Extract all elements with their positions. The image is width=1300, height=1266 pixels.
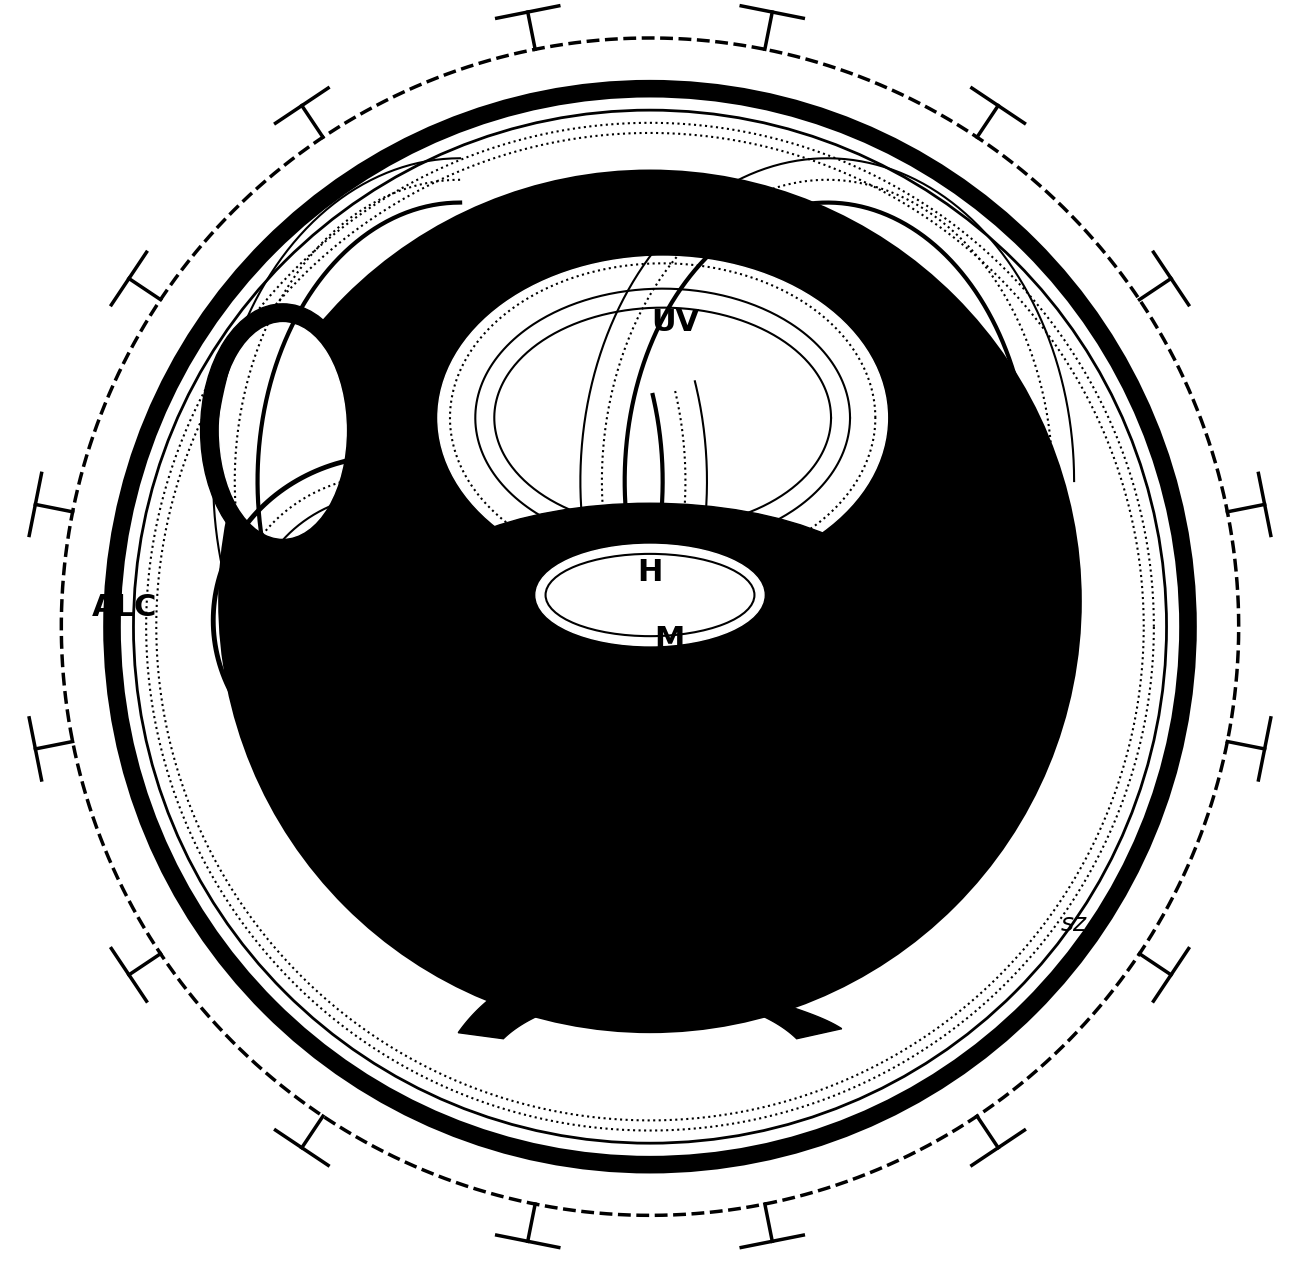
Text: sz: sz xyxy=(1061,913,1087,936)
Text: am: am xyxy=(997,637,1037,660)
Text: UV: UV xyxy=(651,309,699,337)
Text: ALC: ALC xyxy=(92,594,157,622)
Ellipse shape xyxy=(396,503,904,724)
Polygon shape xyxy=(458,963,842,1038)
Ellipse shape xyxy=(438,256,888,579)
Text: E: E xyxy=(640,727,660,755)
Circle shape xyxy=(121,97,1179,1156)
Ellipse shape xyxy=(200,304,365,557)
Ellipse shape xyxy=(422,241,904,595)
Text: al: al xyxy=(404,624,426,647)
Text: AC: AC xyxy=(627,847,673,875)
Circle shape xyxy=(220,171,1080,1032)
Circle shape xyxy=(264,215,1036,987)
Text: M: M xyxy=(654,625,684,653)
Ellipse shape xyxy=(220,323,346,538)
Circle shape xyxy=(105,82,1195,1171)
Ellipse shape xyxy=(536,544,764,646)
Text: H: H xyxy=(637,558,663,586)
